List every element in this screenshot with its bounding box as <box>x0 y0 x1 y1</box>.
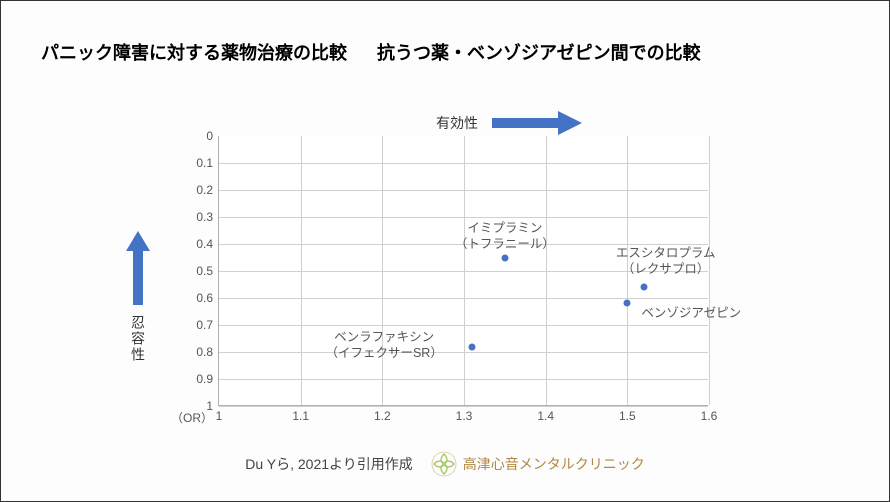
data-point-benzodiazepine <box>624 300 631 307</box>
citation-text: Du Yら, 2021より引用作成 <box>245 454 413 474</box>
y-tick-label: 0.1 <box>196 156 213 170</box>
x-axis-label: 有効性 <box>436 113 478 133</box>
y-axis-label: 忍容性 <box>128 315 148 363</box>
data-point-venlafaxine <box>469 343 476 350</box>
grid-line <box>219 190 708 191</box>
y-tick-label: 0.5 <box>196 264 213 278</box>
y-tick-label: 0.7 <box>196 318 213 332</box>
clinic-name: 高津心音メンタルクリニック <box>463 454 645 474</box>
grid-line <box>219 217 708 218</box>
x-tick-label: 1.4 <box>537 409 554 423</box>
data-label-escitalopram: エスシタロプラム（レクサプロ） <box>616 245 716 278</box>
arrow-right-icon <box>492 111 582 135</box>
grid-line <box>219 163 708 164</box>
y-tick-label: 1 <box>206 399 213 413</box>
x-tick-label: 1 <box>216 409 223 423</box>
x-tick-label: 1.5 <box>619 409 636 423</box>
y-tick-label: 0.9 <box>196 372 213 386</box>
data-label-benzodiazepine: ベンゾジアゼピン <box>641 305 741 321</box>
title-left: パニック障害に対する薬物治療の比較 <box>41 39 347 65</box>
data-point-escitalopram <box>640 284 647 291</box>
data-label-venlafaxine: ベンラファキシン（イフェクサーSR） <box>325 329 442 362</box>
x-axis-direction: 有効性 <box>436 111 582 135</box>
clinic-credit: 高津心音メンタルクリニック <box>431 451 645 477</box>
x-tick-label: 1.2 <box>374 409 391 423</box>
data-point-imipramine <box>501 254 508 261</box>
arrow-up-icon <box>126 231 150 305</box>
x-tick-label: 1.1 <box>292 409 309 423</box>
y-tick-label: 0.3 <box>196 210 213 224</box>
grid-line <box>219 325 708 326</box>
y-tick-label: 0.2 <box>196 183 213 197</box>
clinic-logo-icon <box>431 451 457 477</box>
y-tick-label: 0.6 <box>196 291 213 305</box>
page-title: パニック障害に対する薬物治療の比較 抗うつ薬・ベンゾジアゼピン間での比較 <box>41 39 849 65</box>
grid-line <box>219 298 708 299</box>
data-label-imipramine: イミプラミン（トフラニール） <box>455 220 555 253</box>
grid-line <box>219 352 708 353</box>
scatter-chart: （OR） 11.11.21.31.41.51.600.10.20.30.40.5… <box>218 136 708 406</box>
grid-line <box>219 379 708 380</box>
x-tick-label: 1.3 <box>456 409 473 423</box>
x-tick-label: 1.6 <box>701 409 718 423</box>
y-tick-label: 0 <box>206 129 213 143</box>
title-right: 抗うつ薬・ベンゾジアゼピン間での比較 <box>377 39 701 65</box>
y-tick-label: 0.8 <box>196 345 213 359</box>
grid-line <box>219 406 708 407</box>
footer: Du Yら, 2021より引用作成 高津心音メンタルクリニック <box>1 451 889 477</box>
y-axis-direction: 忍容性 <box>126 231 150 363</box>
y-tick-label: 0.4 <box>196 237 213 251</box>
